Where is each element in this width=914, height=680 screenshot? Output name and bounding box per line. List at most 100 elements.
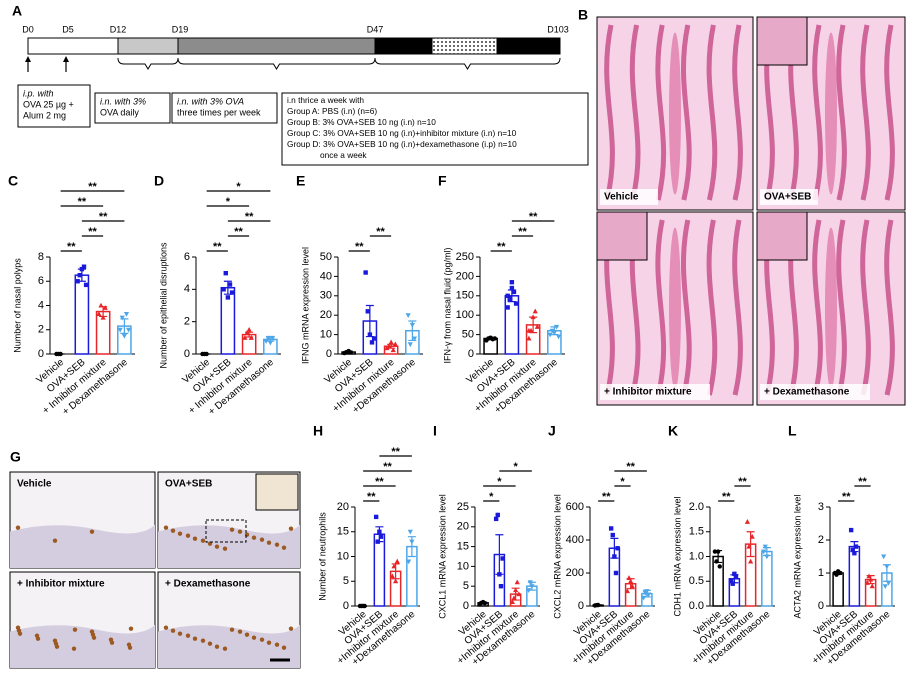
y-tick-label: 10 bbox=[320, 329, 332, 341]
y-tick-label: 4 bbox=[184, 283, 190, 295]
data-point bbox=[269, 335, 276, 341]
timeline-segment bbox=[496, 37, 561, 55]
data-point bbox=[850, 547, 855, 553]
tissue bbox=[860, 24, 871, 201]
y-tick-label: 5 bbox=[343, 575, 349, 587]
y-tick-label: 100 bbox=[456, 309, 474, 321]
data-point bbox=[369, 340, 375, 345]
data-point bbox=[98, 302, 104, 308]
y-tick-label: 50 bbox=[462, 329, 474, 341]
note-text: OVA daily bbox=[100, 107, 139, 117]
timeline-segment bbox=[117, 37, 179, 55]
stain bbox=[72, 627, 78, 632]
data-point bbox=[764, 554, 770, 560]
note-text: OVA 25 µg + bbox=[23, 99, 74, 109]
y-axis-label: Number of neutrophils bbox=[317, 512, 327, 601]
stain bbox=[222, 646, 228, 651]
group-text: i.n thrice a week with bbox=[287, 95, 364, 105]
data-point bbox=[864, 580, 871, 585]
data-point bbox=[509, 280, 515, 285]
data-point bbox=[555, 334, 562, 340]
data-point bbox=[532, 308, 538, 314]
data-point bbox=[645, 592, 652, 598]
data-point bbox=[409, 322, 415, 328]
data-point bbox=[390, 347, 396, 353]
data-point bbox=[732, 571, 737, 577]
data-point bbox=[498, 584, 504, 589]
stain bbox=[54, 644, 60, 649]
significance-label: ** bbox=[391, 446, 400, 458]
y-tick-label: 600 bbox=[566, 501, 584, 513]
data-point bbox=[373, 514, 379, 520]
stain bbox=[214, 544, 220, 549]
data-point bbox=[885, 580, 892, 586]
y-tick-label: 0 bbox=[38, 348, 44, 360]
data-point bbox=[375, 539, 380, 544]
data-point bbox=[852, 551, 857, 556]
stain bbox=[177, 631, 183, 636]
y-tick-label: 3 bbox=[818, 501, 824, 513]
significance-label: ** bbox=[234, 226, 243, 238]
data-point bbox=[244, 330, 250, 335]
data-point bbox=[492, 336, 498, 341]
data-point bbox=[848, 527, 854, 533]
data-point bbox=[500, 556, 505, 561]
data-point bbox=[516, 591, 522, 597]
bar bbox=[712, 555, 724, 607]
data-point bbox=[242, 335, 248, 340]
y-tick-label: 15 bbox=[457, 541, 469, 553]
panel-label: + Dexamethasone bbox=[165, 579, 251, 590]
data-point bbox=[227, 282, 233, 287]
panel-letter: L bbox=[788, 423, 797, 439]
stain bbox=[288, 626, 294, 631]
data-point bbox=[348, 350, 353, 355]
arrow-head bbox=[25, 56, 31, 62]
data-point bbox=[75, 279, 80, 284]
data-point bbox=[58, 351, 63, 357]
data-point bbox=[641, 595, 647, 601]
panel-letter: B bbox=[578, 7, 588, 23]
panel-label: OVA+SEB bbox=[764, 192, 811, 203]
data-point bbox=[624, 588, 631, 594]
panel-label: Vehicle bbox=[604, 192, 639, 203]
data-point bbox=[511, 289, 517, 295]
data-point bbox=[386, 343, 392, 349]
significance-label: ** bbox=[383, 461, 392, 473]
data-point bbox=[513, 301, 519, 306]
y-tick-label: 8 bbox=[38, 251, 44, 263]
data-point bbox=[248, 335, 254, 340]
y-tick-label: 200 bbox=[566, 567, 584, 579]
arrow-head bbox=[63, 56, 69, 62]
significance-label: ** bbox=[529, 211, 538, 223]
data-point bbox=[482, 601, 487, 606]
tissue bbox=[629, 24, 641, 201]
significance-label: ** bbox=[842, 491, 851, 503]
y-tick-label: 2 bbox=[818, 534, 824, 546]
data-point bbox=[125, 327, 132, 333]
stain bbox=[222, 546, 228, 551]
tissue bbox=[732, 24, 743, 201]
panel-label: + Inhibitor mixture bbox=[604, 387, 692, 398]
data-point bbox=[715, 549, 721, 554]
panel-label: + Dexamethasone bbox=[764, 387, 850, 398]
data-point bbox=[96, 311, 102, 316]
y-tick-label: 2 bbox=[38, 324, 44, 336]
significance-label: * bbox=[226, 196, 231, 208]
significance-label: * bbox=[620, 476, 625, 488]
timeline-segment bbox=[374, 37, 433, 55]
stain bbox=[207, 641, 213, 646]
panel-letter: F bbox=[438, 173, 447, 189]
significance-label: ** bbox=[626, 461, 635, 473]
data-point bbox=[881, 554, 887, 560]
bar bbox=[832, 572, 844, 607]
data-point bbox=[388, 339, 394, 345]
data-point bbox=[505, 305, 510, 310]
data-point bbox=[868, 576, 874, 582]
data-point bbox=[409, 539, 415, 545]
panel-letter: I bbox=[433, 423, 437, 439]
data-point bbox=[365, 309, 370, 314]
label-bg bbox=[600, 189, 658, 205]
panel-letter: D bbox=[154, 173, 164, 189]
note-box bbox=[94, 92, 171, 124]
